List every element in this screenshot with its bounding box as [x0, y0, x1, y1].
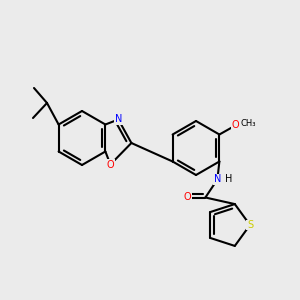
Text: CH₃: CH₃ — [241, 119, 256, 128]
Text: O: O — [184, 193, 191, 202]
Text: H: H — [225, 175, 233, 184]
Text: N: N — [214, 175, 221, 184]
Text: N: N — [115, 115, 122, 124]
Text: O: O — [106, 160, 114, 170]
Text: O: O — [232, 121, 239, 130]
Text: S: S — [247, 220, 253, 230]
